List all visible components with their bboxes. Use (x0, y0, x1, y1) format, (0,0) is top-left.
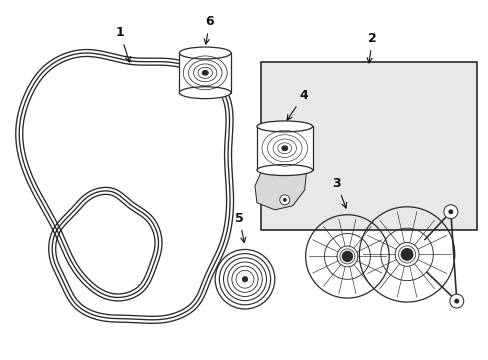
Ellipse shape (256, 121, 312, 132)
Polygon shape (254, 168, 306, 210)
Bar (261, 62, 476, 230)
Text: 2: 2 (366, 32, 376, 63)
Ellipse shape (179, 47, 231, 59)
Circle shape (242, 277, 247, 282)
Text: 5: 5 (235, 212, 245, 243)
Text: 6: 6 (204, 15, 213, 44)
Circle shape (279, 195, 289, 205)
Text: 4: 4 (286, 89, 308, 120)
Circle shape (443, 205, 457, 219)
Circle shape (401, 249, 412, 260)
Ellipse shape (179, 87, 231, 99)
Bar (256, 126, 312, 170)
Bar (179, 53, 231, 93)
Circle shape (342, 251, 352, 261)
Circle shape (449, 294, 463, 308)
Ellipse shape (256, 165, 312, 176)
Circle shape (447, 209, 452, 214)
Text: 1: 1 (116, 26, 130, 62)
Text: 3: 3 (332, 177, 346, 208)
Ellipse shape (202, 71, 207, 75)
Ellipse shape (282, 146, 287, 150)
Circle shape (453, 298, 458, 303)
Circle shape (282, 198, 286, 202)
